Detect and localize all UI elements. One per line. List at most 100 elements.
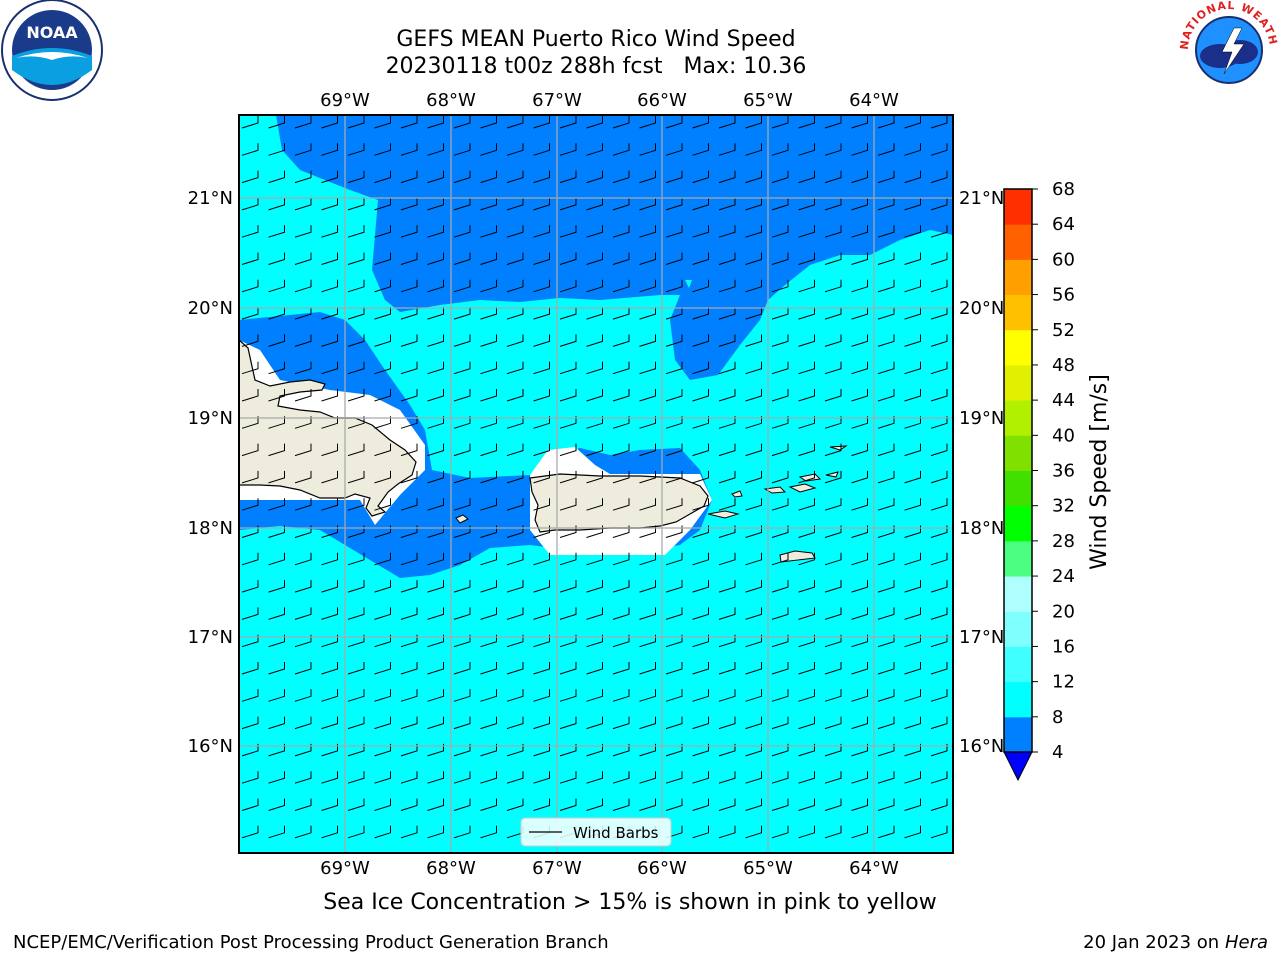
wind-barb <box>559 197 577 211</box>
colorbar-tick-label: 56 <box>1052 285 1075 306</box>
wind-barb <box>400 825 418 839</box>
wind-barb <box>374 470 391 484</box>
wind-barb <box>506 580 524 593</box>
lon-label-top: 66°W <box>637 90 687 111</box>
wind-barb <box>692 716 709 730</box>
wind-barb <box>930 716 948 730</box>
max-label: Max: 10.36 <box>683 54 807 79</box>
colorbar-tick-label: 28 <box>1052 531 1075 552</box>
wind-barb <box>241 662 259 675</box>
wind-barb <box>639 225 656 238</box>
wind-barb <box>745 771 762 784</box>
wind-barb <box>665 252 683 265</box>
wind-barb <box>665 798 683 811</box>
wind-barb <box>480 361 497 375</box>
wind-barb <box>453 279 471 293</box>
wind-barb <box>851 443 868 457</box>
wind-barb <box>586 443 603 457</box>
wind-barb <box>665 662 683 675</box>
wind-barb <box>692 443 709 457</box>
wind-barb <box>480 580 497 593</box>
wind-barb <box>294 552 312 566</box>
wind-barb <box>506 689 524 702</box>
wind-barb <box>851 498 868 511</box>
wind-barb <box>692 307 709 320</box>
colorbar-tick-label: 44 <box>1052 390 1075 411</box>
wind-barb <box>798 716 815 730</box>
wind-barb <box>533 689 550 702</box>
wind-barb <box>453 307 471 320</box>
wind-barb <box>586 552 603 566</box>
lat-label-right: 20°N <box>959 298 1004 319</box>
wind-barb <box>533 252 550 265</box>
wind-barb <box>718 443 736 457</box>
wind-barb <box>453 170 471 184</box>
wind-barb <box>453 389 471 402</box>
wind-barb <box>559 689 577 702</box>
wind-barb <box>824 580 842 593</box>
wind-barb <box>877 552 895 566</box>
wind-barb <box>824 197 842 211</box>
colorbar-segment <box>1004 646 1032 683</box>
wind-barb <box>745 334 762 347</box>
wind-barb <box>824 389 842 402</box>
wind-barb <box>904 170 921 184</box>
wind-barb <box>400 716 418 730</box>
wind-barb <box>374 225 391 238</box>
wind-barb <box>400 689 418 702</box>
wind-barb <box>506 798 524 811</box>
colorbar-segment <box>1004 294 1032 331</box>
wind-barb <box>374 798 391 811</box>
wind-barb <box>612 689 630 702</box>
wind-barb <box>930 771 948 784</box>
wind-barb <box>930 580 948 593</box>
wind-barb <box>374 552 391 566</box>
legend-label: Wind Barbs <box>573 824 659 842</box>
wind-barb <box>480 662 497 675</box>
wind-barb <box>904 798 921 811</box>
wind-barb <box>241 552 259 566</box>
wind-barb <box>771 470 789 484</box>
wind-barb <box>400 170 418 184</box>
wind-barb <box>241 252 259 265</box>
wind-barb <box>639 143 656 156</box>
wind-barb <box>639 716 656 730</box>
wind-barb <box>612 197 630 211</box>
wind-barb <box>798 170 815 184</box>
wind-barb <box>268 170 285 184</box>
wind-barb <box>427 662 444 675</box>
wind-barb <box>718 307 736 320</box>
wind-barb <box>904 197 921 211</box>
wind-barb <box>745 307 762 320</box>
lat-label-right: 17°N <box>959 627 1004 648</box>
wind-barb <box>877 197 895 211</box>
wind-barb <box>930 334 948 347</box>
wind-barb <box>639 662 656 675</box>
wind-barb <box>877 662 895 675</box>
wind-barb <box>268 252 285 265</box>
sombrero-island <box>829 445 848 451</box>
wind-barb <box>824 716 842 730</box>
colorbar-extend-arrow <box>1003 751 1033 782</box>
wind-barb <box>374 307 391 320</box>
colorbar-tick-label: 60 <box>1052 249 1075 270</box>
wind-barb <box>771 170 789 184</box>
wind-barb <box>241 771 259 784</box>
wind-barb <box>718 552 736 566</box>
wind-barb <box>506 334 524 347</box>
colorbar-segment <box>1004 716 1032 753</box>
culebra-island <box>731 490 743 498</box>
lat-label-left: 17°N <box>188 627 233 648</box>
wind-barb <box>268 225 285 238</box>
wind-barb <box>506 389 524 402</box>
wind-barb <box>480 689 497 702</box>
wind-barb <box>639 798 656 811</box>
wind-barb <box>427 389 444 402</box>
wind-barb <box>347 307 365 320</box>
wind-barb <box>665 498 683 511</box>
wind-barb <box>294 607 312 620</box>
wind-barb <box>347 498 365 511</box>
wind-barb <box>533 662 550 675</box>
wind-barb <box>930 498 948 511</box>
wind-barb <box>692 607 709 620</box>
